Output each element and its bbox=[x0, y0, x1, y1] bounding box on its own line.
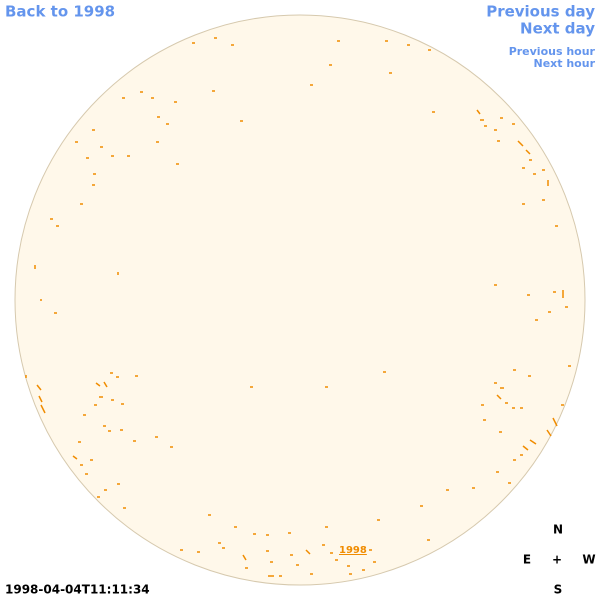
compass-east: E bbox=[523, 553, 531, 567]
back-link[interactable]: Back to 1998 bbox=[5, 3, 115, 21]
compass-north: N bbox=[553, 523, 563, 537]
previous-hour-link[interactable]: Previous hour bbox=[509, 45, 596, 58]
solar-disk bbox=[14, 14, 586, 586]
next-hour-link[interactable]: Next hour bbox=[534, 57, 596, 70]
disk-year-link[interactable]: 1998 bbox=[339, 545, 367, 556]
compass-south: S bbox=[554, 583, 563, 597]
active-region-contours bbox=[25, 37, 571, 577]
previous-day-link[interactable]: Previous day bbox=[486, 3, 595, 21]
compass-center: + bbox=[552, 553, 562, 567]
compass-west: W bbox=[582, 553, 595, 567]
timestamp: 1998-04-04T11:11:34 bbox=[5, 583, 150, 597]
next-day-link[interactable]: Next day bbox=[520, 20, 595, 38]
